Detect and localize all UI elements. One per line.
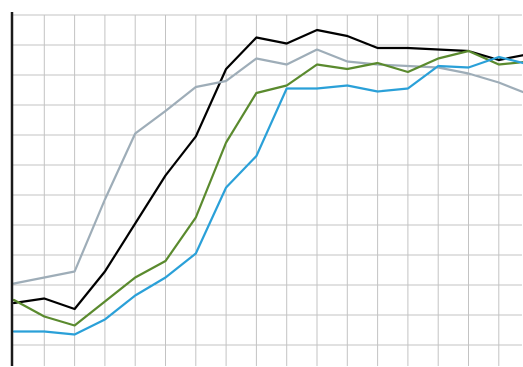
series-line-2 (12, 48, 523, 285)
series-line-4 (12, 55, 523, 336)
vertical-gridlines (43, 15, 500, 366)
horizontal-gridlines (12, 14, 522, 346)
series-lines (12, 28, 523, 336)
series-line-3 (12, 49, 523, 327)
series-line-1 (12, 28, 523, 311)
